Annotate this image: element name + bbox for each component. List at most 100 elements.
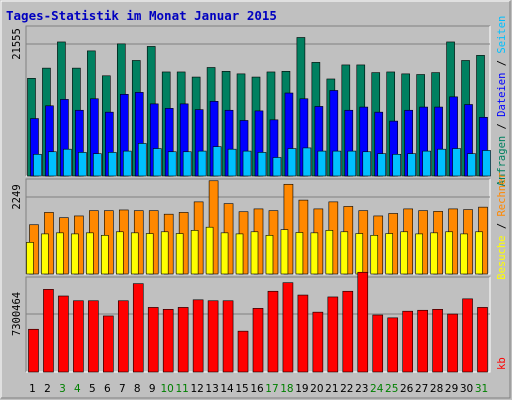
bar-kb-day-8	[132, 283, 144, 373]
bar-besuche-day-23	[355, 233, 364, 275]
bar-besuche-day-22	[340, 231, 349, 275]
bar-seiten-day-24	[377, 153, 387, 177]
x-tick-label-day-13: 13	[205, 383, 218, 395]
x-tick-label-day-24: 24	[370, 383, 384, 395]
bar-besuche-day-9	[145, 233, 154, 275]
bar-besuche-day-21	[325, 230, 334, 275]
bar-besuche-day-25	[385, 233, 394, 275]
x-tick-label-day-28: 28	[430, 383, 443, 395]
bar-seiten-day-4	[78, 152, 87, 177]
y-axis-max-labels: 21555 2249 7300464	[11, 28, 23, 336]
bar-seiten-day-7	[122, 150, 132, 177]
legend-middle-segment-0: Besuche	[496, 235, 508, 279]
bar-kb-day-12	[192, 299, 204, 373]
bar-kb-day-30	[462, 298, 473, 373]
bar-besuche-day-3	[56, 232, 64, 275]
x-tick-label-day-29: 29	[445, 383, 458, 395]
y-max-label-bottom: 7300464	[11, 292, 23, 336]
bar-seiten-day-27	[422, 150, 431, 177]
x-tick-label-day-21: 21	[325, 383, 338, 395]
x-tick-label-day-1: 1	[29, 383, 36, 395]
x-tick-label-day-12: 12	[190, 383, 203, 395]
x-tick-label-day-25: 25	[385, 383, 398, 395]
x-tick-label-day-20: 20	[310, 383, 323, 395]
bar-kb-day-31	[477, 307, 488, 373]
bar-kb-day-20	[312, 311, 324, 373]
bar-seiten-day-10	[167, 151, 177, 177]
x-tick-label-day-15: 15	[235, 383, 248, 395]
bar-besuche-day-13	[205, 226, 214, 275]
bar-seiten-day-26	[407, 153, 416, 177]
x-tick-label-day-3: 3	[59, 383, 66, 395]
bar-seiten-day-6	[108, 152, 117, 177]
panel-kilobytes	[25, 271, 491, 373]
x-tick-label-day-14: 14	[220, 383, 234, 395]
bar-besuche-day-20	[310, 232, 319, 275]
panel-hosts-visits	[25, 178, 491, 275]
bar-kb-day-5	[88, 300, 99, 373]
bar-seiten-day-21	[332, 150, 342, 177]
bar-kb-day-24	[372, 314, 384, 373]
bar-besuche-day-24	[370, 234, 379, 275]
legend-top-segment-1: /	[496, 117, 508, 136]
bottom-frame-dark	[25, 276, 490, 372]
bar-seiten-day-13	[212, 146, 222, 177]
bar-kb-day-19	[297, 294, 309, 373]
bar-seiten-day-15	[242, 150, 252, 177]
bar-seiten-day-5	[93, 153, 102, 177]
bar-seiten-day-20	[317, 150, 327, 177]
bar-besuche-day-31	[475, 231, 483, 275]
bar-kb-day-23	[357, 271, 369, 373]
y-max-label-top: 21555	[11, 28, 23, 60]
bar-seiten-day-23	[362, 151, 372, 177]
bar-besuche-day-12	[190, 230, 199, 275]
x-tick-label-day-26: 26	[400, 383, 414, 395]
x-tick-label-day-5: 5	[89, 383, 96, 395]
bar-seiten-day-30	[467, 153, 476, 177]
x-tick-label-day-6: 6	[104, 383, 111, 395]
bar-kb-day-17	[267, 290, 279, 373]
chart-title: Tages-Statistik im Monat Januar 2015	[6, 8, 277, 23]
panel-requests-files-pages	[25, 25, 491, 177]
bar-kb-day-21	[327, 296, 339, 373]
legend-bottom: kb	[496, 357, 508, 370]
bar-seiten-day-17	[272, 157, 282, 177]
bar-kb-day-25	[387, 317, 399, 373]
bar-kb-day-11	[177, 307, 189, 373]
x-tick-label-day-27: 27	[415, 383, 428, 395]
bar-seiten-day-22	[347, 150, 357, 177]
bar-kb-day-26	[402, 310, 413, 373]
bar-seiten-day-28	[437, 148, 446, 177]
bar-besuche-day-26	[400, 231, 408, 275]
bar-kb-day-29	[447, 313, 458, 373]
x-tick-label-day-9: 9	[149, 383, 156, 395]
x-tick-label-day-23: 23	[355, 383, 368, 395]
bar-besuche-day-11	[175, 233, 184, 275]
y-max-label-middle: 2249	[11, 184, 23, 209]
bar-besuche-day-15	[235, 233, 244, 275]
bar-besuche-day-2	[41, 233, 49, 275]
bar-besuche-day-14	[220, 232, 229, 275]
bar-besuche-day-30	[460, 233, 468, 275]
bar-seiten-day-9	[152, 148, 162, 177]
bar-besuche-day-7	[115, 231, 124, 275]
x-tick-label-day-4: 4	[74, 383, 81, 395]
bar-besuche-day-28	[430, 232, 438, 275]
bar-kb-day-13	[207, 300, 219, 373]
bar-kb-day-15	[237, 330, 249, 373]
bar-besuche-day-27	[415, 233, 423, 275]
x-tick-label-day-18: 18	[280, 383, 293, 395]
bar-seiten-day-3	[63, 148, 72, 177]
bar-seiten-day-11	[182, 151, 192, 177]
bar-seiten-day-19	[302, 147, 312, 177]
bar-besuche-day-19	[295, 232, 304, 275]
bar-seiten-day-29	[452, 148, 461, 177]
bar-besuche-day-8	[130, 232, 139, 275]
bar-kb-day-14	[222, 300, 234, 373]
bar-kb-day-27	[417, 309, 428, 373]
bar-seiten-day-14	[227, 148, 237, 177]
legend-top-segment-3: /	[496, 54, 508, 73]
